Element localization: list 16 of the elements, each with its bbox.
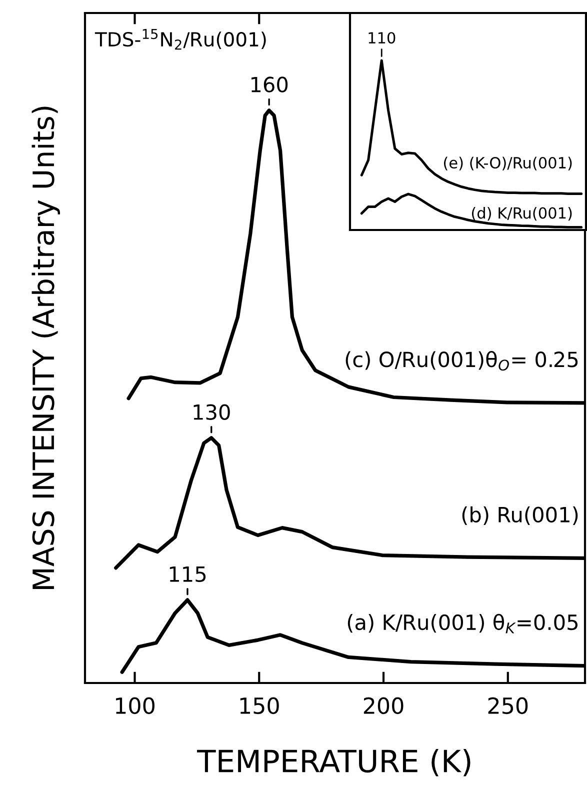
series-label: (a) K/Ru(001) θ$_{K}$=0.05: [348, 614, 578, 634]
text: 110: [368, 32, 396, 44]
annotation: 115: [170, 566, 206, 582]
y-axis-title: MASS INTENSITY (Arbitrary Units): [32, 106, 60, 589]
x-tick-label: 200: [364, 697, 404, 714]
series-label: (c) O/Ru(001)θ$_{O}$= 0.25: [346, 351, 578, 371]
chart-title: TDS-$^{15}$N$_{2}$/Ru(001): [94, 29, 266, 50]
series-label: (b) Ru(001): [462, 506, 578, 525]
x-axis-title: TEMPERATURE (K): [197, 748, 470, 776]
series-label: (d) K/Ru(001): [472, 206, 572, 221]
x-tick-label: 100: [116, 697, 154, 714]
x-tick-label: 250: [488, 697, 528, 714]
annotation: 130: [194, 404, 230, 420]
series-label: (e) (K-O)/Ru(001): [444, 156, 572, 170]
annotation: 160: [251, 76, 288, 92]
x-tick-label: 150: [240, 697, 279, 714]
